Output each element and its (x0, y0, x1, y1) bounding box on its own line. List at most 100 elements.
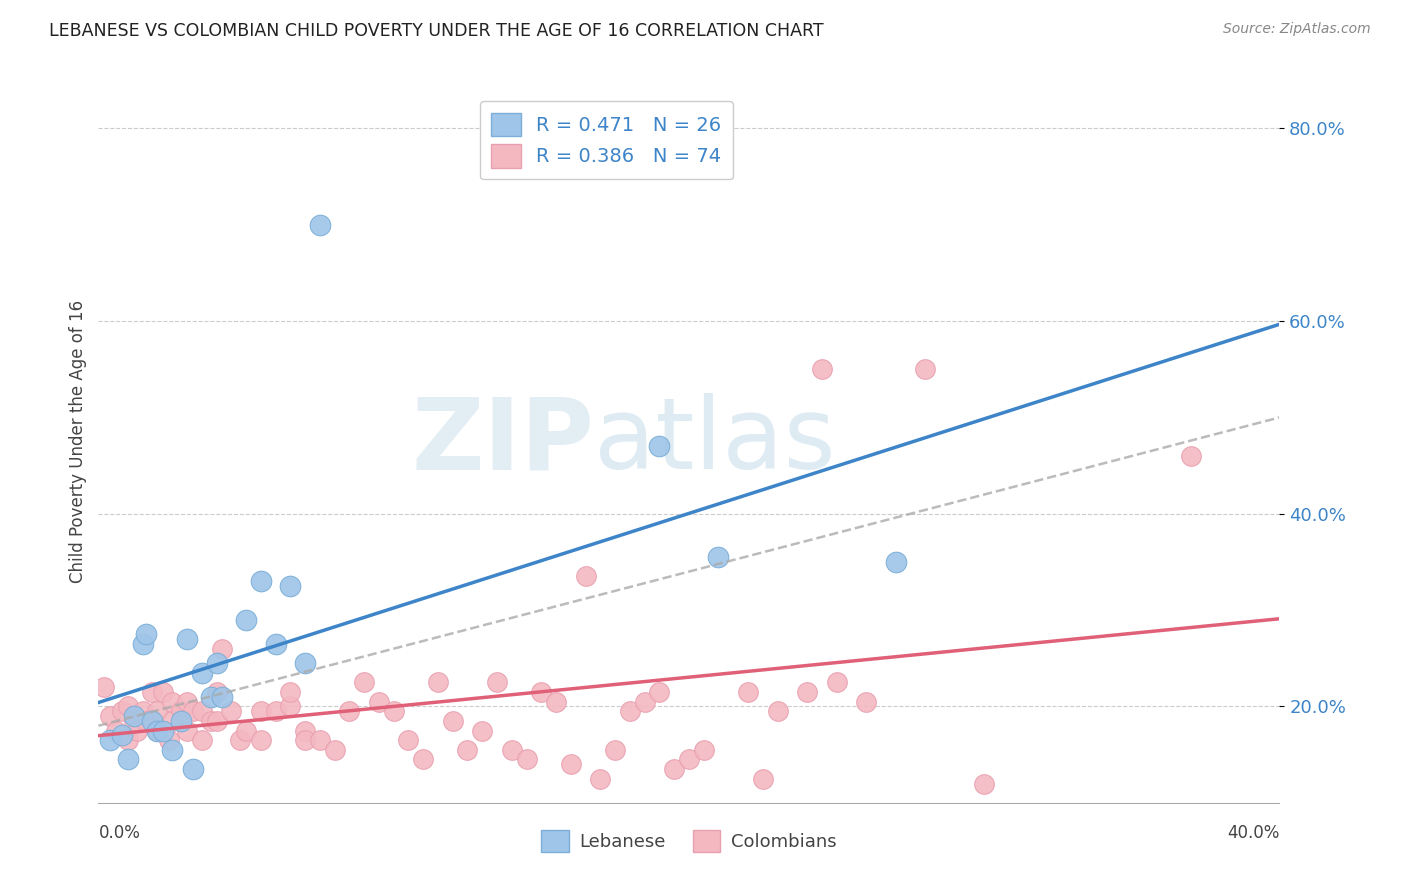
Legend: Lebanese, Colombians: Lebanese, Colombians (534, 822, 844, 859)
Point (398, 733, 420, 747)
Point (146, 723, 169, 738)
Point (264, 637, 287, 651)
Point (339, 704, 361, 718)
Point (884, 555, 907, 569)
Point (250, 704, 273, 718)
Point (605, 743, 627, 757)
Point (162, 743, 183, 757)
Point (229, 733, 252, 747)
Point (294, 723, 316, 738)
Text: 40.0%: 40.0% (1227, 824, 1279, 842)
Point (560, 757, 582, 772)
Point (176, 723, 198, 738)
Point (664, 762, 686, 776)
Point (1180, 449, 1202, 463)
Point (457, 743, 479, 757)
Point (125, 723, 148, 738)
Point (752, 772, 775, 786)
Point (170, 714, 193, 728)
Point (634, 695, 657, 709)
Point (678, 752, 700, 766)
Point (294, 733, 316, 747)
Point (280, 579, 302, 593)
Point (766, 704, 789, 718)
Point (135, 627, 157, 641)
Point (825, 675, 848, 690)
Point (530, 685, 553, 699)
Point (309, 218, 332, 232)
Point (280, 699, 302, 714)
Point (141, 685, 163, 699)
Point (309, 733, 332, 747)
Point (501, 743, 523, 757)
Point (146, 704, 169, 718)
Point (368, 695, 391, 709)
Point (737, 685, 759, 699)
Point (294, 656, 316, 670)
Point (648, 685, 671, 699)
Point (382, 704, 405, 718)
Point (200, 714, 222, 728)
Point (648, 439, 671, 453)
Point (810, 362, 832, 376)
Point (914, 362, 936, 376)
Point (441, 714, 464, 728)
Point (619, 704, 641, 718)
Point (181, 762, 204, 776)
Text: atlas: atlas (595, 393, 837, 490)
Point (98, 709, 121, 723)
Point (135, 714, 157, 728)
Point (98, 733, 121, 747)
Point (973, 776, 995, 790)
Point (250, 733, 273, 747)
Point (181, 704, 204, 718)
Point (122, 714, 145, 728)
Point (132, 704, 155, 718)
Point (235, 613, 257, 627)
Point (152, 723, 174, 738)
Point (235, 723, 257, 738)
Text: ZIP: ZIP (412, 393, 595, 490)
Point (205, 656, 228, 670)
Point (152, 685, 174, 699)
Point (250, 574, 273, 589)
Point (176, 632, 198, 646)
Text: 0.0%: 0.0% (98, 824, 141, 842)
Point (589, 772, 612, 786)
Point (211, 690, 233, 704)
Point (111, 704, 134, 718)
Point (221, 704, 243, 718)
Point (162, 714, 183, 728)
Point (280, 685, 302, 699)
Point (191, 665, 214, 680)
Point (117, 733, 139, 747)
Point (546, 695, 568, 709)
Point (200, 690, 222, 704)
Point (191, 704, 214, 718)
Point (111, 728, 134, 742)
Point (170, 704, 193, 718)
Point (323, 743, 346, 757)
Point (412, 752, 434, 766)
Text: LEBANESE VS COLOMBIAN CHILD POVERTY UNDER THE AGE OF 16 CORRELATION CHART: LEBANESE VS COLOMBIAN CHILD POVERTY UNDE… (49, 22, 824, 40)
Point (486, 675, 509, 690)
Point (141, 714, 163, 728)
Text: Source: ZipAtlas.com: Source: ZipAtlas.com (1223, 22, 1371, 37)
Point (693, 743, 716, 757)
Point (122, 709, 145, 723)
Point (855, 695, 877, 709)
Point (427, 675, 450, 690)
Y-axis label: Child Poverty Under the Age of 16: Child Poverty Under the Age of 16 (69, 300, 87, 583)
Point (157, 733, 180, 747)
Point (93, 680, 115, 694)
Point (146, 723, 169, 738)
Point (264, 704, 287, 718)
Point (353, 675, 375, 690)
Point (176, 695, 198, 709)
Point (707, 550, 730, 565)
Point (132, 637, 155, 651)
Point (205, 714, 228, 728)
Point (796, 685, 818, 699)
Point (191, 733, 214, 747)
Point (117, 699, 139, 714)
